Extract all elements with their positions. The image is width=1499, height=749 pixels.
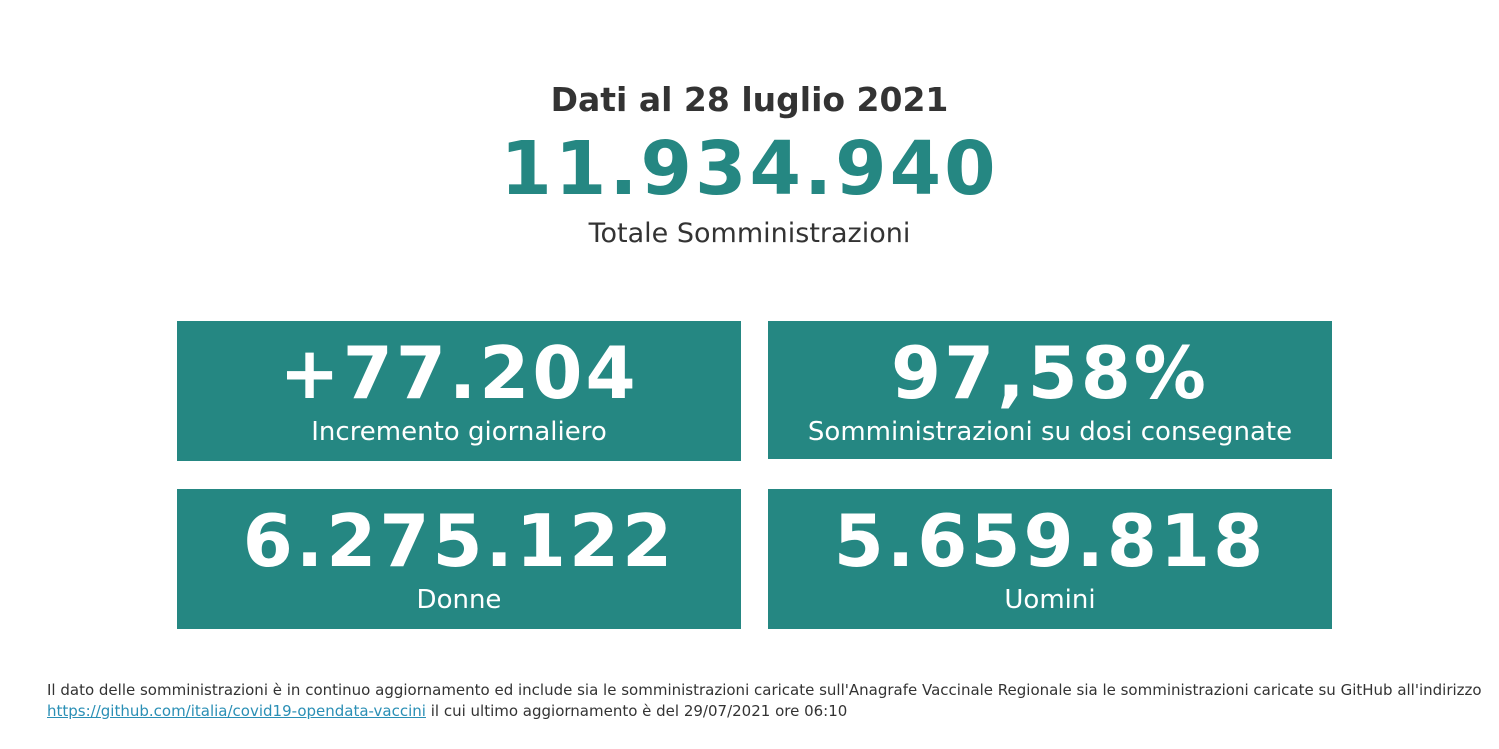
total-administrations-label: Totale Somministrazioni [588, 218, 911, 249]
men-label: Uomini [1004, 585, 1096, 615]
footnote-text-before: Il dato delle somministrazioni è in cont… [47, 681, 1482, 699]
administered-vs-delivered-value: 97,58% [891, 331, 1209, 415]
daily-increment-card: +77.204 Incremento giornaliero [177, 321, 741, 461]
total-administrations-value: 11.934.940 [500, 126, 999, 212]
men-card: 5.659.818 Uomini [768, 489, 1332, 629]
github-link[interactable]: https://github.com/italia/covid19-openda… [47, 702, 426, 720]
administered-vs-delivered-card: 97,58% Somministrazioni su dosi consegna… [768, 321, 1332, 459]
women-label: Donne [416, 585, 502, 615]
footnote-text-after: il cui ultimo aggiornamento è del 29/07/… [425, 702, 848, 720]
data-footnote: Il dato delle somministrazioni è in cont… [47, 680, 1487, 722]
daily-increment-label: Incremento giornaliero [311, 417, 607, 447]
women-card: 6.275.122 Donne [177, 489, 741, 629]
women-value: 6.275.122 [242, 499, 676, 583]
date-title: Dati al 28 luglio 2021 [550, 80, 949, 119]
daily-increment-value: +77.204 [279, 331, 639, 415]
men-value: 5.659.818 [833, 499, 1267, 583]
administered-vs-delivered-label: Somministrazioni su dosi consegnate [807, 417, 1293, 447]
summary-header: Dati al 28 luglio 2021 11.934.940 Totale… [0, 76, 1499, 254]
